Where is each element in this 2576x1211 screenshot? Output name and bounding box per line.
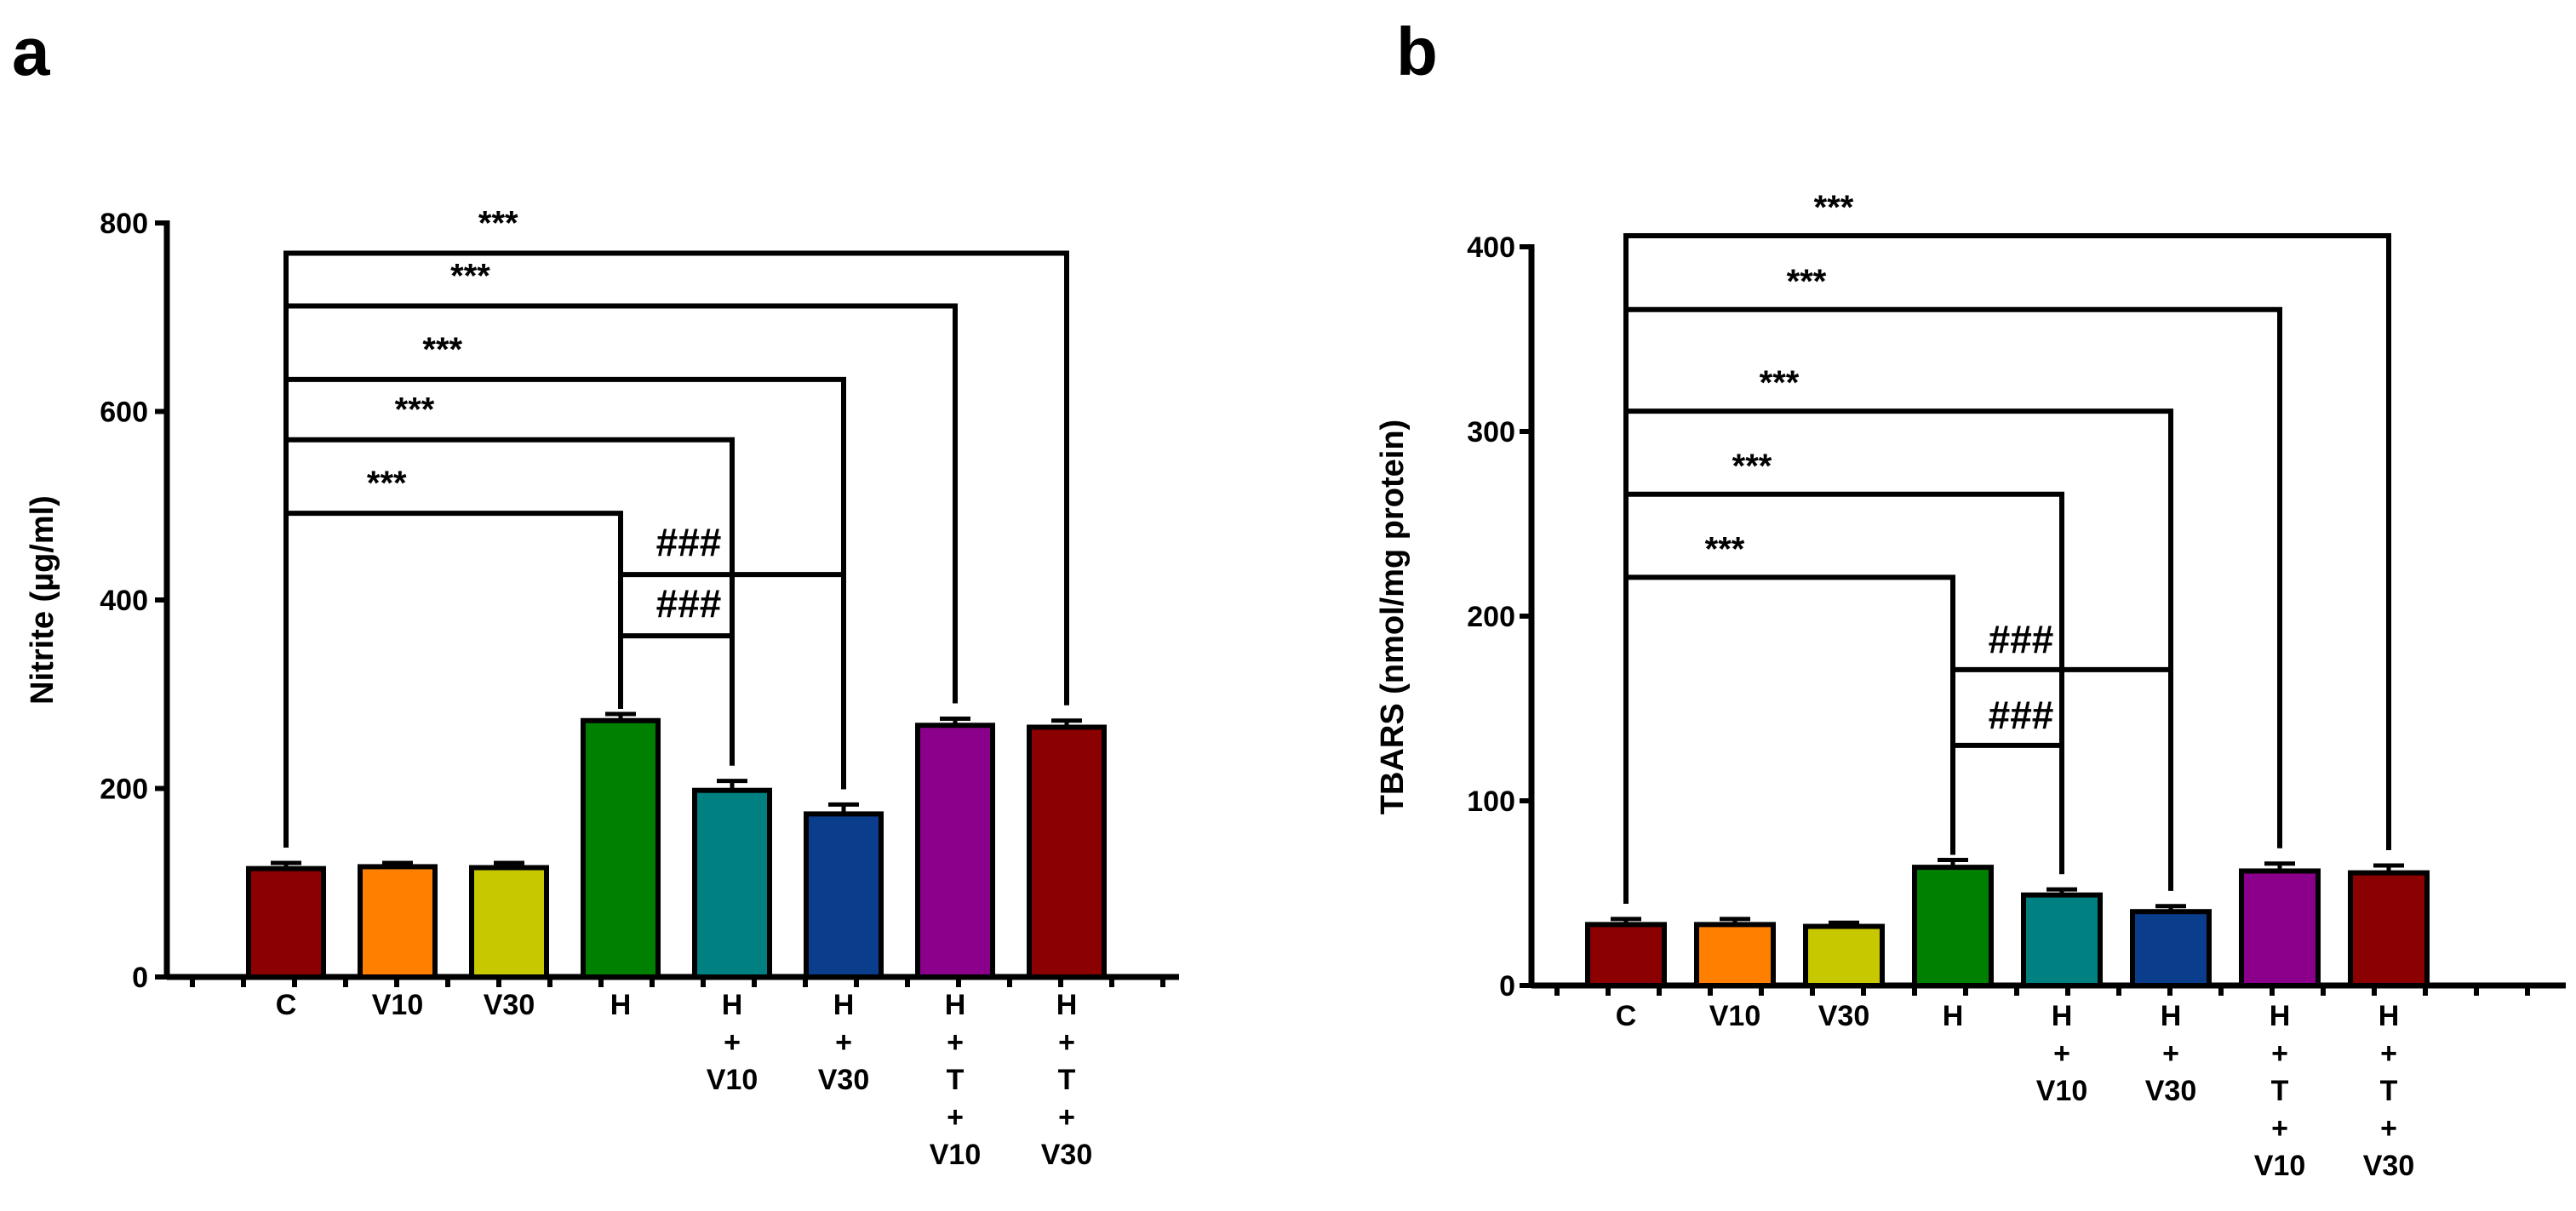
significance-bracket	[1950, 666, 2173, 891]
bar	[2348, 870, 2430, 988]
significance-label: ***	[450, 257, 490, 294]
x-tick-label: H + V30	[818, 989, 870, 1096]
x-tick-label: H + V10	[2036, 1000, 2088, 1107]
significance-bracket	[1950, 742, 2064, 875]
y-axis-label: Nitrite (µg/ml)	[25, 495, 60, 705]
x-tick-label: V10	[1709, 1000, 1761, 1032]
y-tick-label: 600	[100, 397, 148, 429]
x-tick-label: H + T + V30	[2363, 1000, 2415, 1182]
x-tick-label: C	[276, 989, 297, 1021]
x-tick-label: H	[610, 989, 632, 1021]
significance-label: ***	[478, 204, 518, 242]
x-tick-label: C	[1616, 1000, 1637, 1032]
y-tick-label: 200	[100, 774, 148, 806]
panel-label-a: a	[12, 14, 50, 89]
significance-bracket	[1623, 574, 1955, 904]
bar	[1585, 922, 1667, 989]
significance-label: ***	[1760, 364, 1800, 402]
bar	[692, 787, 772, 980]
significance-bracket	[283, 511, 623, 848]
bar	[469, 865, 549, 980]
x-tick-label: H + V10	[707, 989, 758, 1096]
significance-label: ***	[367, 465, 407, 502]
bar	[358, 864, 438, 980]
x-tick-label: V30	[484, 989, 535, 1021]
bar	[246, 865, 326, 980]
significance-bracket	[1623, 232, 2391, 904]
significance-label: ***	[395, 391, 435, 429]
bar	[2239, 868, 2321, 989]
y-tick-label: 200	[1467, 601, 1515, 633]
y-tick-label: 100	[1467, 785, 1515, 818]
y-tick-label: 400	[100, 585, 148, 617]
significance-label: ###	[1989, 693, 2054, 737]
significance-label: ###	[656, 520, 722, 564]
significance-label: ***	[1787, 263, 1827, 300]
significance-label: ***	[422, 331, 462, 368]
x-tick-label: H + V30	[2145, 1000, 2197, 1107]
y-tick-label: 0	[1499, 970, 1515, 1003]
bar	[2130, 909, 2212, 988]
x-tick-label: H + T + V10	[2254, 1000, 2306, 1182]
significance-label: ###	[656, 581, 722, 625]
chart-panel-a: 0 200 400 600 800 Nitrite (µg/ml) C V10 V30 H H + V1…	[25, 204, 1179, 1171]
x-tick-label: H + T + V30	[1041, 989, 1093, 1171]
significance-bracket	[618, 572, 846, 790]
bar	[1803, 923, 1885, 989]
significance-label: ***	[1732, 448, 1772, 485]
bar	[581, 717, 661, 980]
x-tick-label: H	[1943, 1000, 1964, 1032]
y-tick-label: 0	[132, 962, 148, 994]
significance-label: ***	[1705, 530, 1745, 568]
y-tick-label: 400	[1467, 231, 1515, 264]
y-axis-label: TBARS (nmol/mg protein)	[1375, 420, 1411, 814]
bar	[915, 723, 995, 980]
bar	[1912, 865, 1994, 988]
panel-label-b: b	[1396, 14, 1438, 89]
significance-bracket	[283, 437, 735, 848]
x-tick-label: V30	[1818, 1000, 1870, 1032]
bar	[804, 811, 884, 980]
significance-bracket	[1623, 408, 2173, 904]
bar	[2021, 892, 2103, 989]
significance-bracket	[283, 376, 846, 848]
significance-label: ***	[1814, 189, 1854, 226]
y-tick-label: 300	[1467, 416, 1515, 448]
significance-bracket	[283, 250, 1069, 848]
y-tick-label: 800	[100, 208, 148, 240]
bar	[1027, 724, 1107, 980]
chart-panel-b: 0 100 200 300 400 TBARS (nmol/mg protein) C V10…	[1375, 189, 2566, 1182]
x-tick-label: V10	[372, 989, 424, 1021]
x-tick-label: H + T + V10	[930, 989, 982, 1171]
significance-label: ###	[1989, 617, 2054, 661]
bar	[1694, 922, 1776, 989]
